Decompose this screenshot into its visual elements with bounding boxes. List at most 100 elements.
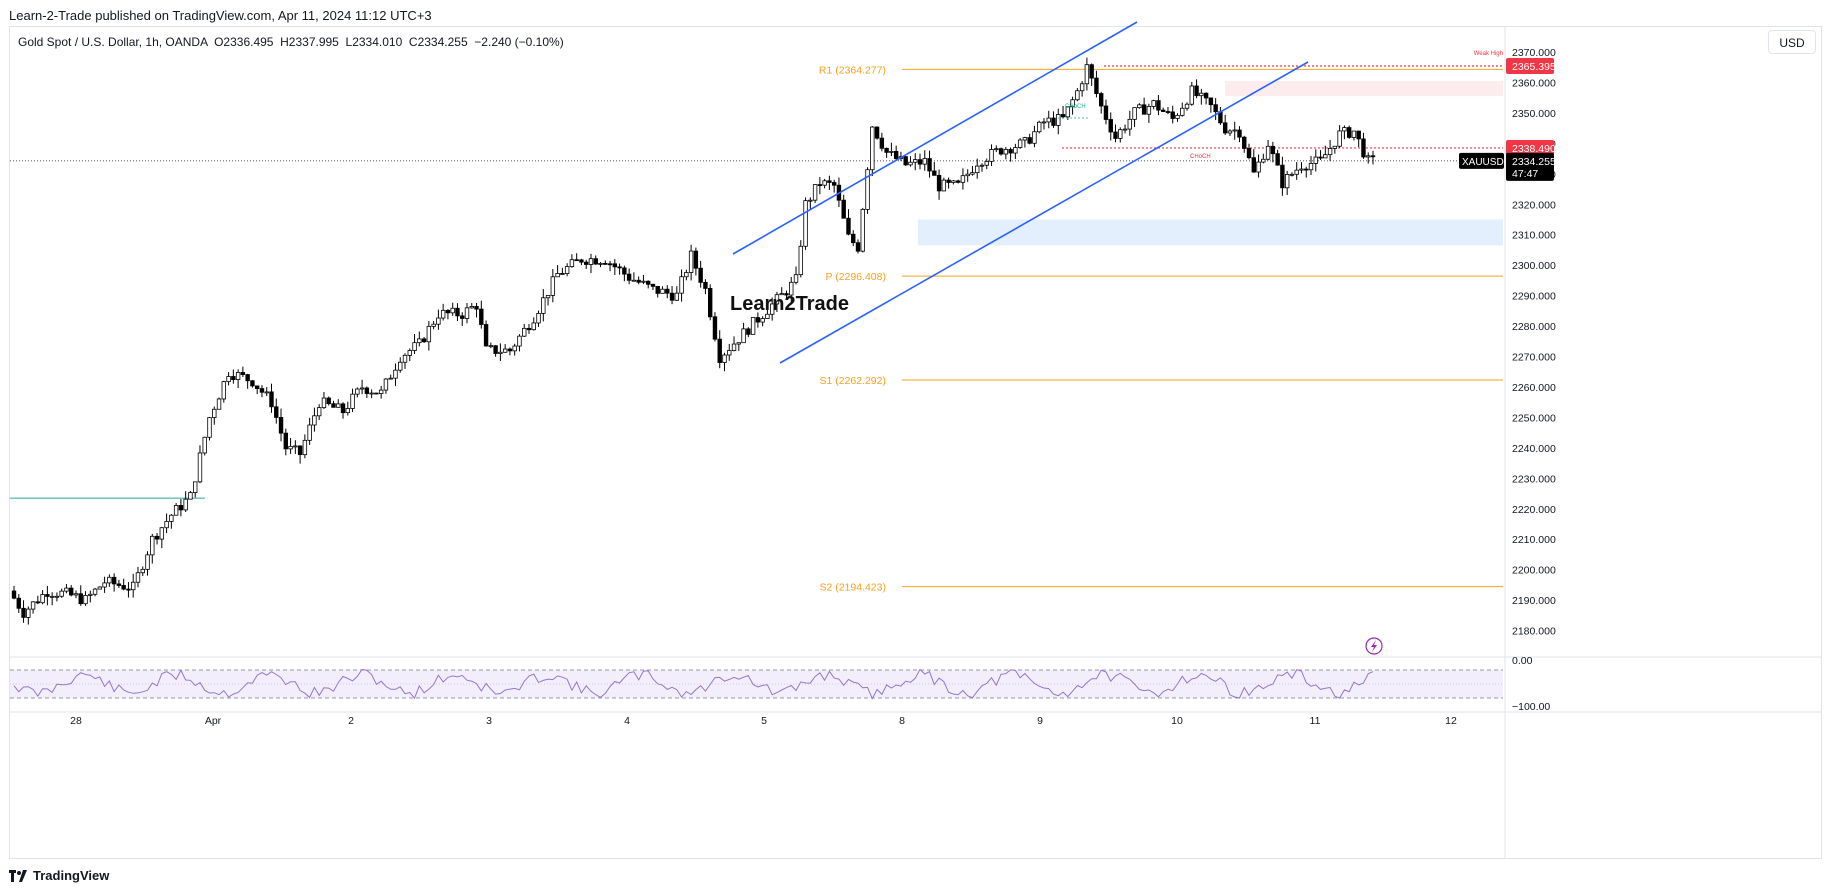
candle-down[interactable] [21,607,26,618]
candle-down[interactable] [755,317,761,323]
candle-up[interactable] [426,325,432,343]
candle-down[interactable] [245,374,250,382]
candle-up[interactable] [541,297,546,314]
candle-down[interactable] [479,308,484,325]
candle-up[interactable] [569,259,575,268]
candle-up[interactable] [102,582,107,588]
candle-up[interactable] [83,595,88,605]
candle-up[interactable] [1184,103,1190,109]
candle-down[interactable] [607,263,613,266]
candle-down[interactable] [1170,111,1175,119]
candle-up[interactable] [464,307,470,319]
candle-up[interactable] [169,514,174,522]
candle-down[interactable] [254,385,260,389]
candle-down[interactable] [1051,117,1056,126]
candle-down[interactable] [1251,157,1256,173]
candle-up[interactable] [1265,145,1271,160]
candle-down[interactable] [817,184,823,186]
candle-down[interactable] [1270,145,1276,155]
candle-down[interactable] [693,250,699,269]
candle-down[interactable] [1361,138,1366,158]
candle-down[interactable] [1099,93,1104,107]
candle-up[interactable] [1065,106,1071,118]
candle-up[interactable] [769,303,775,315]
candle-down[interactable] [612,263,618,268]
candle-up[interactable] [498,351,503,354]
candle-up[interactable] [1084,64,1090,85]
candle-down[interactable] [703,281,708,289]
candle-down[interactable] [903,156,908,166]
candle-up[interactable] [975,165,980,174]
candle-up[interactable] [30,601,36,610]
candle-up[interactable] [469,306,474,309]
candle-down[interactable] [331,403,336,408]
candle-up[interactable] [660,288,665,294]
candle-down[interactable] [1275,153,1280,166]
candle-up[interactable] [860,209,865,252]
candle-up[interactable] [226,376,231,383]
candle-down[interactable] [1370,155,1376,158]
candle-up[interactable] [1342,127,1347,132]
candle-down[interactable] [936,174,942,192]
candle-up[interactable] [1075,90,1080,101]
candle-down[interactable] [274,406,279,418]
candle-up[interactable] [684,272,689,278]
candle-up[interactable] [73,593,79,596]
candle-down[interactable] [593,258,598,265]
candle-up[interactable] [173,505,179,516]
candle-up[interactable] [216,398,222,410]
candle-up[interactable] [1232,129,1237,132]
candle-up[interactable] [131,581,136,591]
candle-up[interactable] [512,345,517,352]
candle-up[interactable] [522,327,527,337]
candle-down[interactable] [884,147,889,153]
candle-down[interactable] [1165,111,1171,113]
candle-up[interactable] [545,294,551,299]
candle-up[interactable] [92,588,98,595]
candle-up[interactable] [107,576,112,584]
candle-down[interactable] [841,199,846,219]
candle-down[interactable] [917,159,923,165]
candle-up[interactable] [393,369,398,379]
candle-down[interactable] [622,267,627,275]
candle-up[interactable] [1151,100,1156,107]
candle-up[interactable] [970,172,975,175]
candle-up[interactable] [1189,85,1194,105]
candle-up[interactable] [750,317,756,335]
candle-down[interactable] [1213,104,1218,113]
candle-down[interactable] [1318,156,1323,159]
candle-down[interactable] [1356,130,1361,140]
candle-up[interactable] [316,407,322,417]
candle-up[interactable] [26,608,31,618]
candle-up[interactable] [1294,169,1299,175]
candle-up[interactable] [727,350,732,356]
candle-up[interactable] [1180,107,1185,116]
candle-down[interactable] [879,137,885,149]
candle-down[interactable] [1094,77,1099,94]
candle-down[interactable] [784,293,789,296]
candle-up[interactable] [97,586,103,590]
candle-up[interactable] [798,245,803,276]
candle-down[interactable] [717,338,722,363]
candle-down[interactable] [831,182,837,186]
candle-up[interactable] [402,354,408,363]
candle-down[interactable] [1027,137,1032,144]
candle-down[interactable] [364,387,370,394]
candle-up[interactable] [197,452,203,483]
candle-up[interactable] [1122,128,1128,131]
candle-up[interactable] [641,280,646,283]
candle-down[interactable] [669,292,675,301]
candle-up[interactable] [531,322,536,331]
candle-up[interactable] [1323,154,1328,159]
candle-up[interactable] [631,279,637,282]
candle-up[interactable] [336,403,341,408]
candle-down[interactable] [1222,122,1228,134]
candle-up[interactable] [688,250,694,273]
candle-down[interactable] [283,432,288,450]
candle-down[interactable] [45,594,50,597]
candle-up[interactable] [159,527,165,540]
candle-up[interactable] [188,492,193,500]
candle-up[interactable] [407,350,412,356]
candle-down[interactable] [1246,148,1252,159]
candle-down[interactable] [1208,97,1214,106]
